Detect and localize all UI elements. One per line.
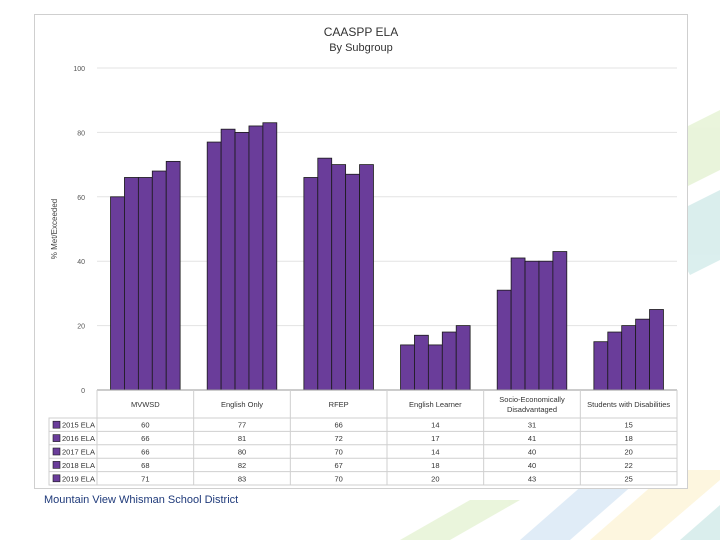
table-value: 25 — [624, 474, 632, 483]
category-label: Disadvantaged — [507, 405, 557, 414]
bar — [524, 260, 540, 391]
table-value: 72 — [334, 434, 342, 443]
legend-swatch — [52, 434, 61, 442]
category-label: MVWSD — [131, 400, 160, 409]
table-value: 40 — [528, 461, 536, 470]
table-value: 20 — [431, 474, 439, 483]
table-value: 43 — [528, 474, 536, 483]
table-value: 68 — [141, 461, 149, 470]
table-value: 14 — [431, 448, 439, 457]
bar — [248, 125, 264, 391]
series-name: 2019 ELA — [62, 474, 95, 483]
table-value: 41 — [528, 434, 536, 443]
series-name: 2018 ELA — [62, 461, 95, 470]
bar — [262, 122, 278, 391]
y-tick-label: 40 — [77, 259, 85, 266]
bar — [137, 177, 153, 391]
series-name: 2016 ELA — [62, 434, 95, 443]
table-value: 14 — [431, 421, 439, 430]
bar — [359, 164, 374, 391]
table-value: 70 — [334, 448, 342, 457]
table-value: 67 — [334, 461, 342, 470]
bar — [400, 344, 415, 391]
y-tick-label: 20 — [77, 324, 85, 331]
table-value: 77 — [238, 421, 246, 430]
bar — [331, 164, 347, 391]
bar — [552, 251, 568, 391]
table-value: 18 — [431, 461, 439, 470]
bar — [635, 318, 650, 391]
bar — [110, 196, 125, 391]
legend-swatch — [52, 447, 61, 456]
bar — [165, 160, 181, 391]
table-value: 66 — [141, 448, 149, 457]
bar — [621, 325, 637, 391]
category-label: English Learner — [409, 400, 462, 409]
legend-swatch — [52, 461, 61, 469]
table-value: 31 — [528, 421, 536, 430]
legend-swatch — [52, 474, 61, 483]
bar — [538, 260, 554, 391]
chart-panel: CAASPP ELA By Subgroup 0 20 40 60 80 100 % Met/E… — [34, 14, 688, 489]
y-tick-label: 0 — [81, 388, 85, 395]
table-value: 80 — [238, 448, 246, 457]
table-value: 83 — [238, 474, 246, 483]
footer-district-name: Mountain View Whisman School District — [44, 494, 239, 506]
table-value: 82 — [238, 461, 246, 470]
bar — [220, 128, 236, 391]
chart-subtitle: By Subgroup — [329, 42, 393, 54]
table-value: 40 — [528, 448, 536, 457]
bar-chart: CAASPP ELA By Subgroup 0 20 40 60 80 100 % Met/E… — [48, 25, 678, 486]
bar — [414, 334, 429, 391]
y-tick-label: 80 — [77, 130, 85, 137]
table-value: 18 — [624, 434, 632, 443]
series-name: 2015 ELA — [62, 421, 95, 430]
bar — [649, 309, 664, 391]
table-value: 66 — [334, 421, 342, 430]
bar — [607, 331, 623, 391]
legend-swatch — [52, 420, 61, 429]
bar — [317, 157, 333, 391]
table-value: 81 — [238, 434, 246, 443]
bar — [124, 177, 139, 391]
bar — [151, 170, 167, 391]
table-value: 70 — [334, 474, 342, 483]
y-axis-label: % Met/Exceeded — [50, 199, 59, 259]
y-tick-label: 100 — [73, 66, 85, 73]
table-value: 15 — [624, 421, 632, 430]
bar — [234, 132, 250, 391]
table-value: 17 — [431, 434, 439, 443]
bar — [496, 289, 512, 391]
category-label: English Only — [221, 400, 263, 409]
bar — [455, 325, 471, 391]
bar — [441, 331, 457, 391]
chart-title: CAASPP ELA — [324, 25, 398, 39]
table-value: 60 — [141, 421, 149, 430]
category-label: Students with Disabilities — [587, 400, 670, 409]
bar — [206, 141, 222, 391]
bar — [593, 341, 609, 391]
bar — [345, 173, 360, 391]
table-value: 20 — [624, 448, 632, 457]
bar — [510, 257, 526, 391]
bar — [427, 344, 443, 391]
category-label: RFEP — [329, 400, 349, 409]
y-tick-label: 60 — [77, 195, 85, 202]
table-value: 66 — [141, 434, 149, 443]
bar — [303, 177, 319, 391]
table-value: 22 — [624, 461, 632, 470]
table-value: 71 — [141, 474, 149, 483]
category-label: Socio-Economically — [499, 395, 565, 404]
series-name: 2017 ELA — [62, 448, 95, 457]
